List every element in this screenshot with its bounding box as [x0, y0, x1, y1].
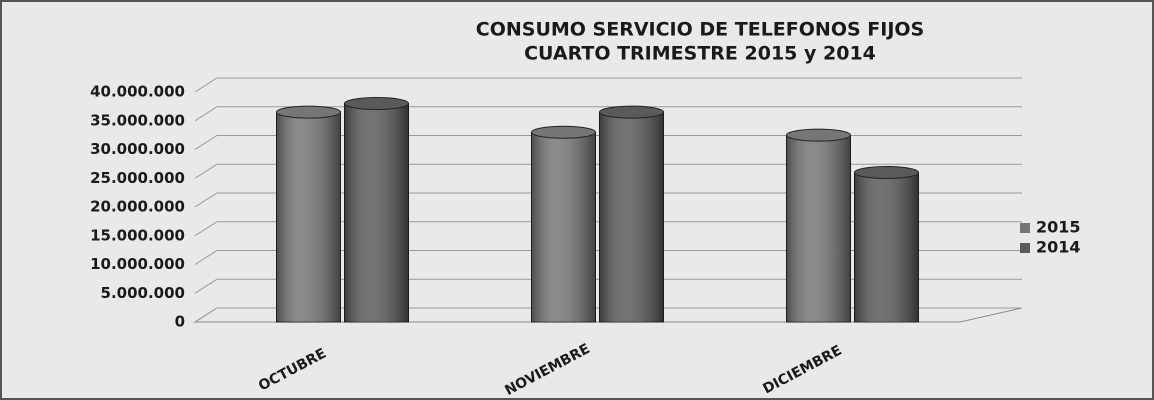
- y-tick-label: 40.000.000: [90, 83, 185, 101]
- bar-shade: [344, 103, 409, 322]
- bar-shade: [599, 112, 664, 322]
- bar-shade: [276, 112, 341, 322]
- grid-line: [194, 307, 1022, 323]
- y-tick-label: 0: [175, 313, 185, 331]
- y-tick-label: 10.000.000: [90, 255, 185, 273]
- y-tick-label: 15.000.000: [90, 226, 185, 244]
- y-tick-label: 35.000.000: [90, 111, 185, 129]
- legend-label: 2015: [1036, 218, 1081, 237]
- grid-line: [194, 163, 1022, 179]
- grid-line: [194, 135, 1022, 150]
- bar-top: [786, 128, 851, 142]
- bar-shade: [786, 135, 851, 322]
- bar-top: [854, 166, 919, 179]
- grid-line: [194, 221, 1022, 237]
- y-tick-label: 25.000.000: [90, 169, 185, 187]
- grid-line: [194, 192, 1022, 208]
- bar-top: [531, 125, 596, 139]
- bar-shade: [531, 132, 596, 322]
- y-tick-label: 20.000.000: [90, 198, 185, 216]
- bar-top: [599, 105, 664, 119]
- bar-top: [276, 105, 341, 119]
- grid-line: [194, 77, 1022, 93]
- chart-subtitle: CUARTO TRIMESTRE 2015 y 2014: [524, 43, 876, 65]
- grid-line: [194, 250, 1022, 265]
- y-tick-label: 5.000.000: [101, 284, 185, 302]
- grid-line: [194, 106, 1022, 122]
- legend-swatch: [1020, 223, 1030, 233]
- bar-shade: [854, 172, 919, 322]
- grid-line: [194, 278, 1022, 294]
- legend-swatch: [1020, 243, 1030, 253]
- y-tick-label: 30.000.000: [90, 140, 185, 158]
- legend-label: 2014: [1036, 238, 1081, 257]
- bar-top: [344, 97, 409, 110]
- chart-title: CONSUMO SERVICIO DE TELEFONOS FIJOS: [476, 19, 924, 41]
